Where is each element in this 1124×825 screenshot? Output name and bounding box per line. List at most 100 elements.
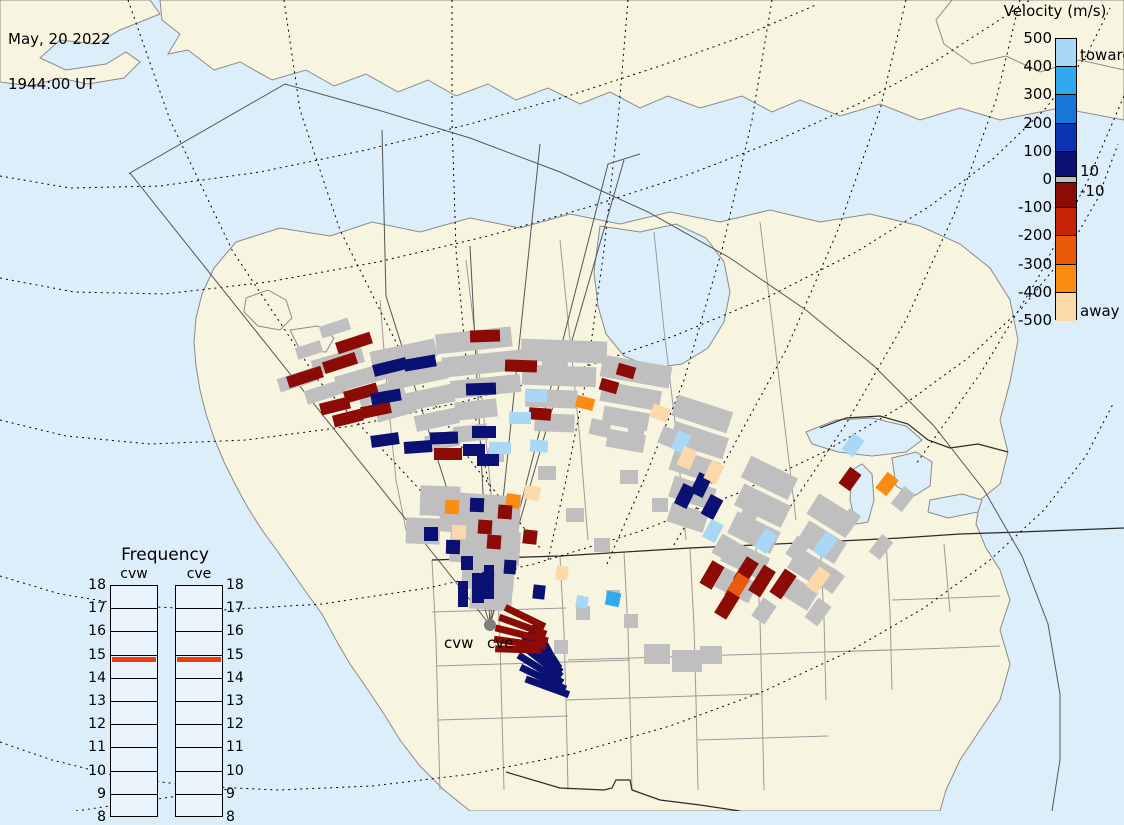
colorbar-segment [1056, 67, 1076, 96]
velocity-cell [461, 556, 473, 570]
velocity-cell [574, 395, 596, 411]
colorbar-segment [1056, 123, 1076, 152]
colorbar-tick-label: -400 [1017, 282, 1052, 301]
velocity-colorbar: Velocity (m/s) 500 400 300 200 100 0 -100 -200 -… [986, 0, 1124, 340]
velocity-cell [488, 441, 512, 455]
velocity-cell [838, 466, 862, 492]
frequency-tick-label: 15 [226, 646, 244, 663]
frequency-tick-label: 9 [226, 785, 235, 802]
velocity-cell [841, 432, 865, 458]
frequency-bar-cvw [110, 585, 158, 817]
velocity-cell [700, 494, 724, 520]
land-greenland [935, 0, 1124, 73]
frequency-tick-label: 8 [226, 809, 235, 825]
frequency-scale-row [176, 632, 222, 656]
colorbar-segment [1056, 39, 1076, 68]
colorbar-tick-label: 300 [1023, 85, 1052, 104]
frequency-scale-row [111, 725, 157, 749]
velocity-cell [670, 430, 692, 454]
velocity-cell [714, 590, 740, 620]
frequency-tick-label: 12 [226, 716, 244, 733]
frequency-tick-label: 14 [226, 669, 244, 686]
colorbar-tick-label: -500 [1017, 311, 1052, 329]
colorbar-segment [1056, 95, 1076, 124]
frequency-scale-row [176, 609, 222, 633]
frequency-tick-label: 15 [88, 646, 106, 663]
frequency-scale-row [111, 795, 157, 818]
timestamp-date: May, 20 2022 [8, 30, 111, 48]
frequency-legend: Frequency cvw cve 18 17 16 15 14 13 12 11 10 9 8 1… [80, 545, 250, 825]
velocity-cell [529, 439, 549, 453]
colorbar-title: Velocity (m/s) [1003, 2, 1107, 20]
velocity-cell [465, 382, 497, 396]
velocity-cell [370, 388, 402, 406]
velocity-cell [424, 527, 438, 541]
frequency-tick-label: 13 [226, 693, 244, 709]
frequency-tick-label: 18 [88, 577, 106, 593]
velocity-cell [469, 329, 501, 343]
land-coastal-islands [243, 289, 293, 331]
colorbar-toward-label: toward [1080, 46, 1124, 64]
velocity-cell [429, 431, 459, 445]
frequency-tick-label: 16 [88, 623, 106, 640]
velocity-cell [472, 426, 496, 438]
velocity-cell [486, 534, 502, 550]
velocity-cell [509, 412, 531, 424]
colorbar-tick-label: -200 [1017, 226, 1052, 245]
colorbar-gradient [1055, 38, 1077, 321]
velocity-cell [444, 499, 460, 515]
velocity-cell [748, 564, 776, 598]
velocity-cell [343, 382, 379, 404]
velocity-cell [522, 529, 538, 545]
velocity-cell [528, 407, 552, 421]
frequency-tick-label: 16 [226, 623, 244, 640]
velocity-cell [505, 493, 521, 509]
velocity-cell [875, 471, 899, 497]
frequency-tick-label: 12 [88, 716, 106, 733]
frequency-column-label-cvw: cvw [120, 566, 148, 582]
frequency-tick-label: 18 [226, 577, 244, 593]
velocity-cell [469, 497, 485, 513]
frequency-marker-cvw [112, 657, 156, 663]
timestamp: May, 20 2022 1944:00 UT [8, 2, 111, 122]
frequency-tick-label: 11 [88, 739, 106, 756]
frequency-scale-row [111, 748, 157, 772]
velocity-cell [503, 559, 517, 575]
frequency-scale-row [111, 702, 157, 726]
frequency-tick-label: 11 [226, 739, 244, 756]
velocity-cell [451, 524, 467, 540]
velocity-cell [335, 331, 373, 355]
frequency-scale-row [176, 702, 222, 726]
velocity-cell [699, 560, 725, 590]
frequency-tick-label: 10 [226, 762, 244, 779]
international-border [431, 415, 1124, 811]
frequency-scale-row [111, 656, 157, 679]
land-alaska [0, 0, 161, 87]
velocity-cell [649, 403, 671, 423]
frequency-tick-label: 14 [88, 669, 106, 686]
colorbar-tick-label: 400 [1023, 57, 1052, 76]
frequency-scale-row [111, 586, 157, 610]
colorbar-segment [1056, 151, 1076, 178]
velocity-cell [532, 584, 546, 600]
hudson-bay [593, 223, 731, 369]
frequency-scale-row [176, 795, 222, 818]
velocity-cell [403, 354, 437, 372]
velocity-cell [504, 359, 538, 373]
lake-erie-ontario [927, 493, 983, 519]
velocity-cell [372, 357, 408, 377]
velocity-cell [812, 531, 838, 559]
colorbar-tick-label: -100 [1017, 198, 1052, 217]
velocity-cell [434, 448, 462, 460]
colorbar-tick-label: 100 [1023, 141, 1052, 160]
velocity-cell [805, 566, 831, 594]
lake-superior [805, 417, 923, 457]
velocity-cell [477, 454, 499, 466]
velocity-cell [497, 504, 513, 520]
colorbar-inner-bottom-label: -10 [1080, 182, 1105, 200]
velocity-cell [445, 539, 461, 555]
colorbar-tick-label: 0 [1042, 170, 1052, 188]
site-label-cvw: cvw [444, 634, 474, 652]
frequency-scale-row [111, 679, 157, 702]
